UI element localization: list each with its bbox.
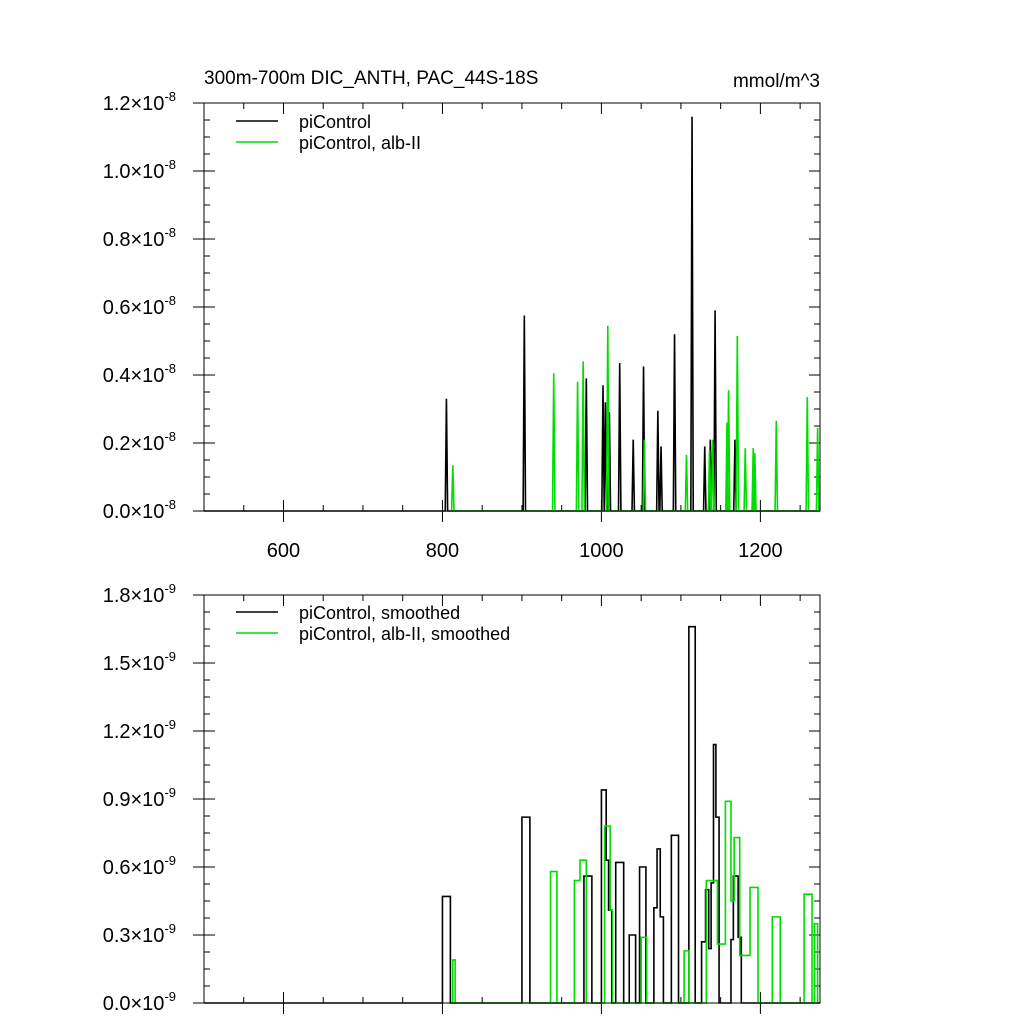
- y-tick-label: 1.8×10-9: [103, 581, 176, 607]
- y-tick-label: 0.0×10-9: [103, 989, 176, 1015]
- top-series-lines: [204, 116, 820, 512]
- bottom-y-tick-labels: 0.0×10-9 0.3×10-9 0.6×10-9 0.9×10-9 1.2×10-9…: [103, 581, 176, 1015]
- series-line-0: [204, 625, 820, 1004]
- x-tick-label: 1200: [738, 540, 783, 562]
- x-tick-label: 1000: [579, 540, 624, 562]
- y-tick-label: 0.3×10-9: [103, 921, 176, 947]
- x-tick-label: 600: [267, 540, 300, 562]
- y-tick-label: 0.6×10-8: [103, 293, 176, 319]
- top-legend: piControl piControl, alb-II: [236, 112, 421, 153]
- legend-label-alb-ii: piControl, alb-II: [299, 133, 421, 153]
- y-tick-label: 0.4×10-8: [103, 361, 176, 387]
- y-tick-label: 0.9×10-9: [103, 785, 176, 811]
- legend-label-picontrol: piControl: [299, 112, 371, 132]
- units-label: mmol/m^3: [733, 71, 820, 92]
- y-tick-label: 0.2×10-8: [103, 429, 176, 455]
- chart-title: 300m-700m DIC_ANTH, PAC_44S-18S: [204, 68, 538, 89]
- y-tick-label: 0.6×10-9: [103, 853, 176, 879]
- legend-label-alb-ii-smoothed: piControl, alb-II, smoothed: [299, 624, 510, 644]
- top-x-tick-labels: 600 800 1000 1200: [267, 540, 783, 562]
- bottom-legend: piControl, smoothed piControl, alb-II, s…: [236, 603, 510, 644]
- top-plot-frame: [203, 102, 821, 512]
- bottom-series-lines: [204, 625, 820, 1004]
- y-tick-label: 1.5×10-9: [103, 649, 176, 675]
- panel-top: 300m-700m DIC_ANTH, PAC_44S-18S mmol/m^3…: [103, 68, 821, 562]
- y-tick-label: 1.2×10-8: [103, 89, 176, 115]
- y-tick-label: 0.8×10-8: [103, 225, 176, 251]
- bottom-plot-frame: [203, 594, 821, 1004]
- x-tick-label: 800: [426, 540, 459, 562]
- top-y-tick-labels: 0.0×10-8 0.2×10-8 0.4×10-8 0.6×10-8 0.8×10-8…: [103, 89, 176, 523]
- panel-bottom: 0.0×10-9 0.3×10-9 0.6×10-9 0.9×10-9 1.2×10-9…: [103, 581, 821, 1015]
- y-tick-label: 1.0×10-8: [103, 157, 176, 183]
- legend-label-picontrol-smoothed: piControl, smoothed: [299, 603, 460, 623]
- y-tick-label: 0.0×10-8: [103, 497, 176, 523]
- y-tick-label: 1.2×10-9: [103, 717, 176, 743]
- series-line-1: [450, 325, 820, 512]
